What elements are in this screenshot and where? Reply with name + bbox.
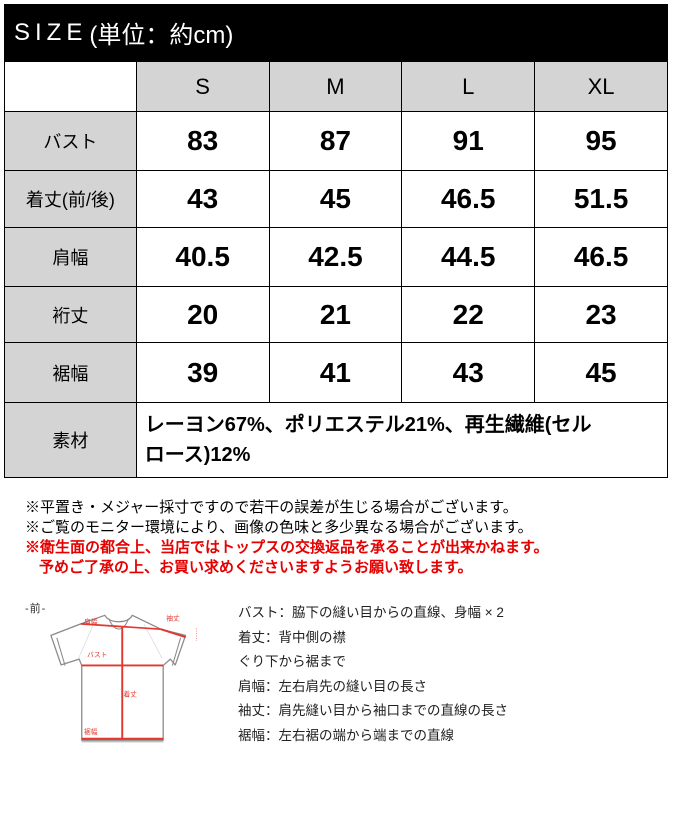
svg-text:バスト: バスト [87,651,107,659]
svg-text:袖丈: 袖丈 [166,614,180,623]
svg-text:裾幅: 裾幅 [84,727,98,736]
svg-text:肩幅: 肩幅 [84,617,98,626]
svg-text:着丈: 着丈 [124,690,138,699]
